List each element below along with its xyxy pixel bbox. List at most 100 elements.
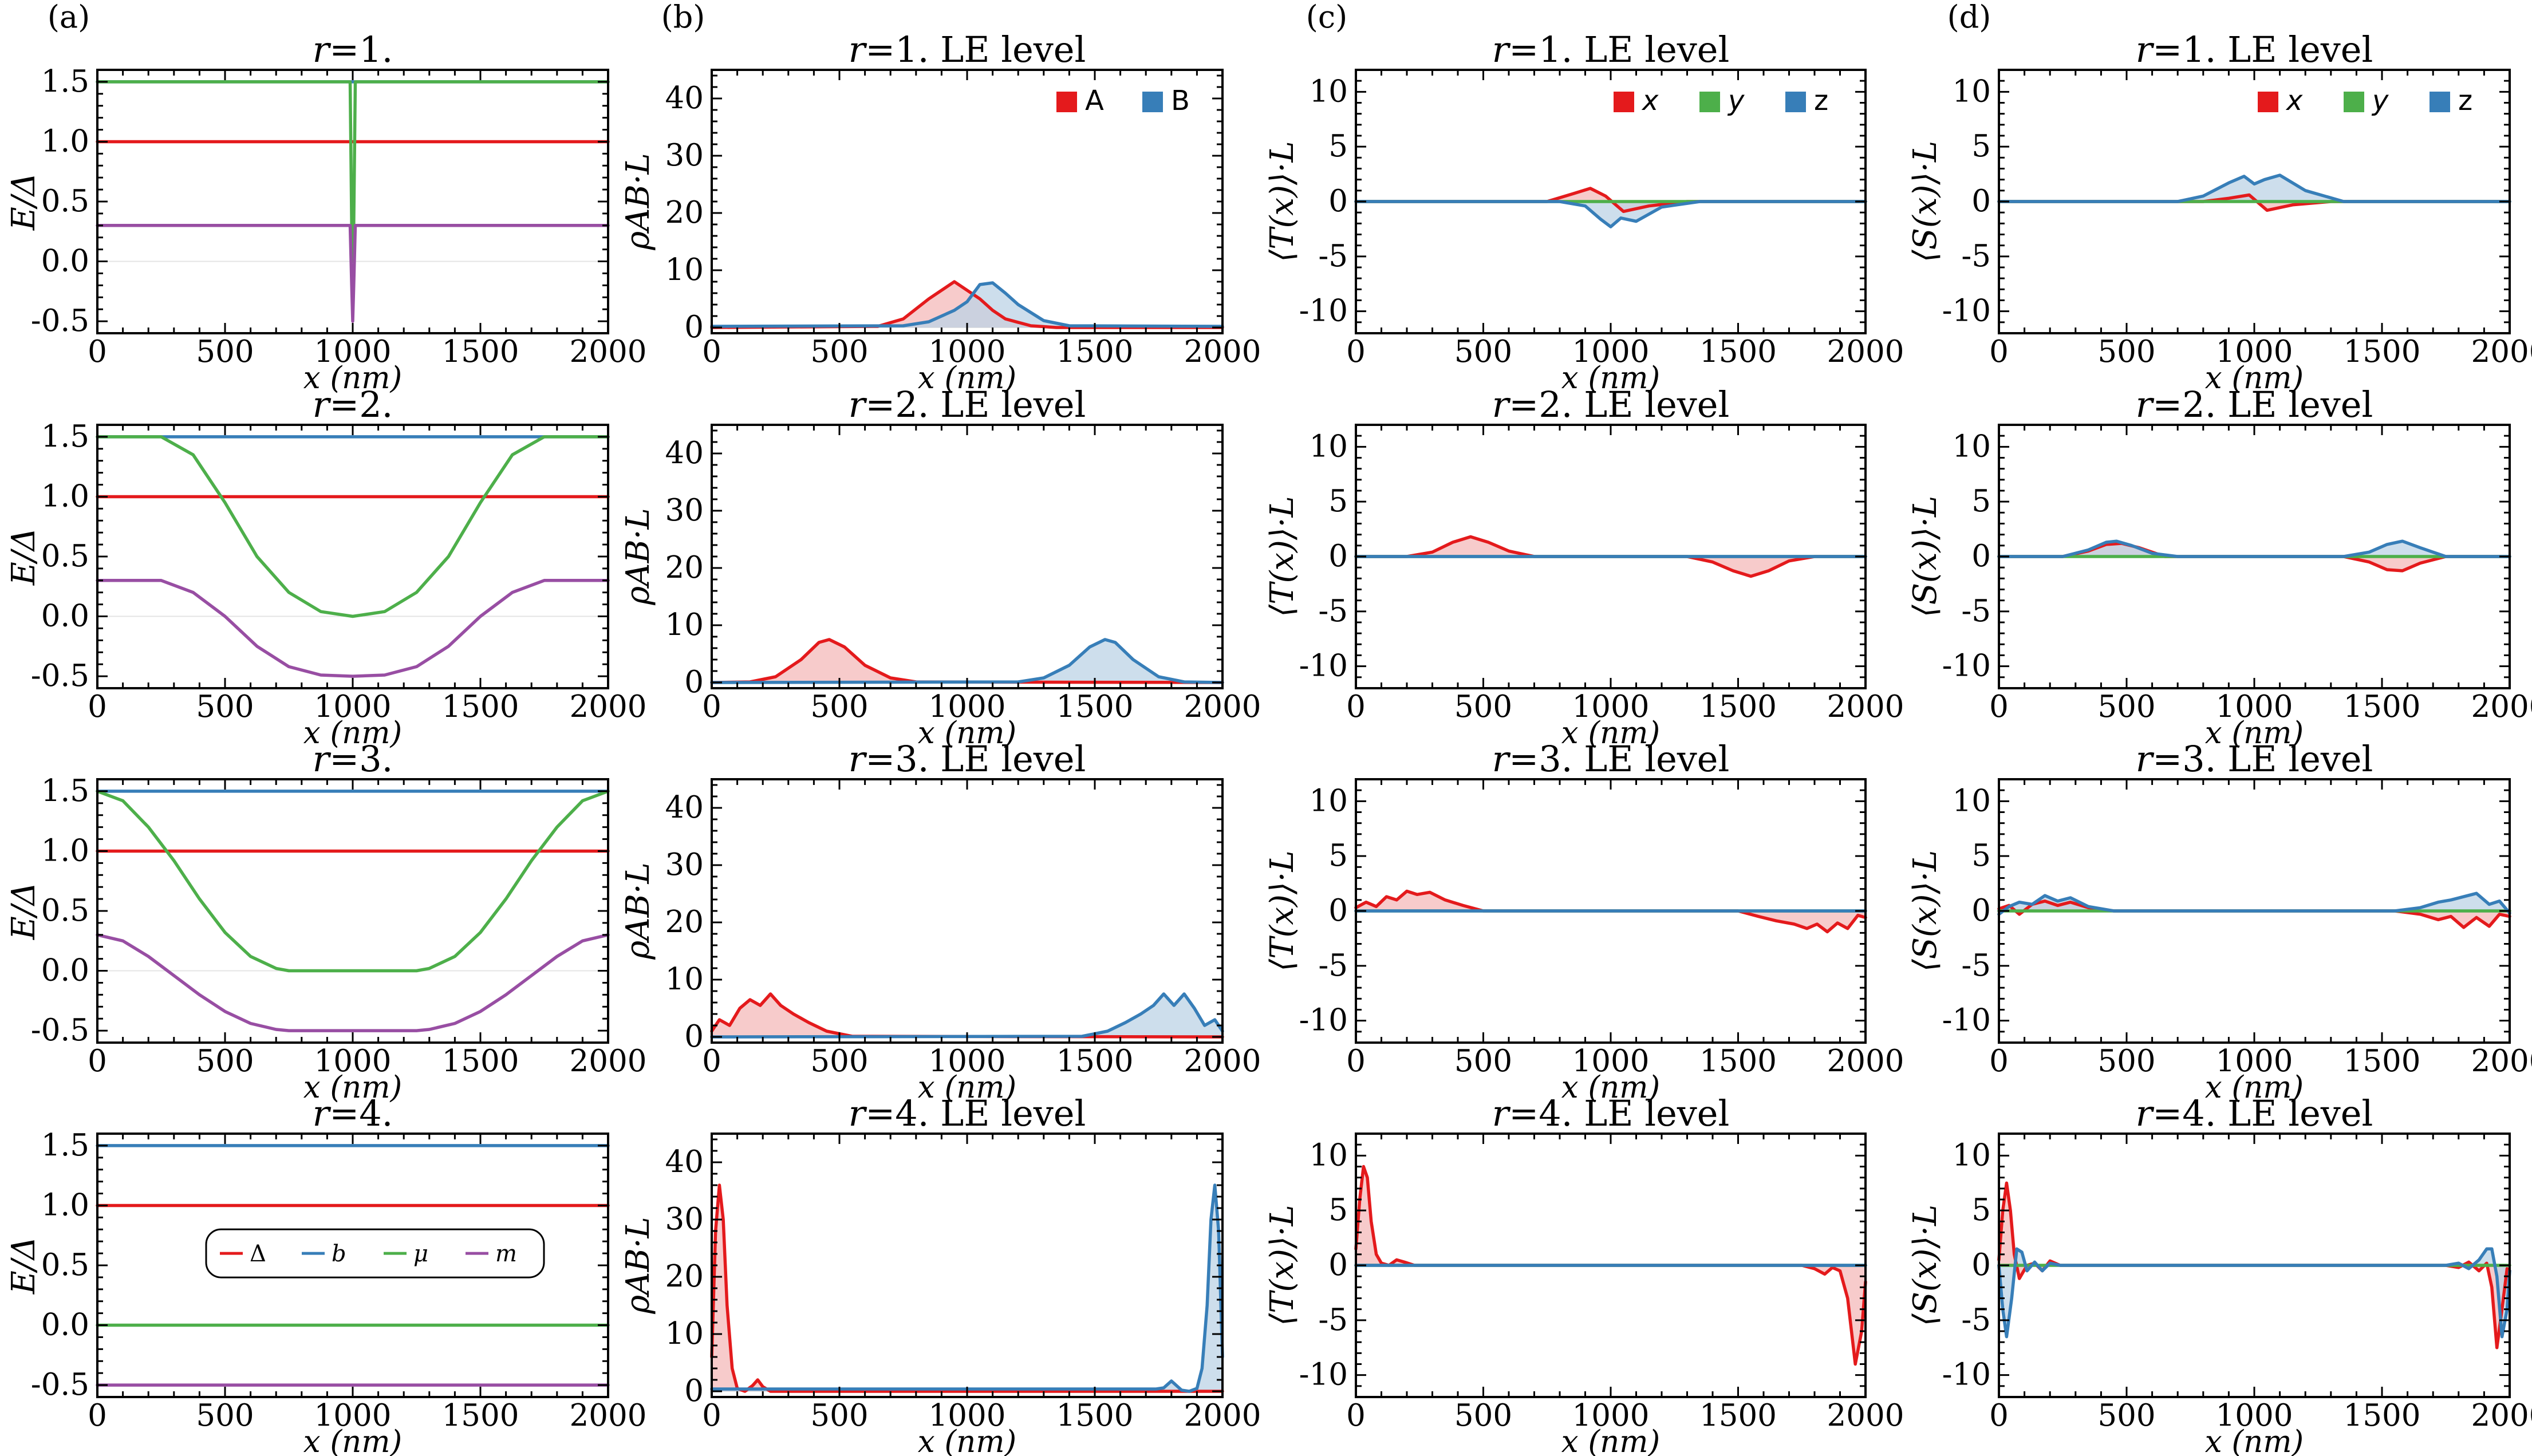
y-tick-label: 10 [665,252,704,287]
panel-a3: 0 500 1000 1500 2000 x (nm) -0.5 0.0 0.5 1.0 1.5 E/… [5,738,646,1105]
y-axis-label: ρAB·L [620,862,657,960]
x-tick-label: 1500 [442,689,519,724]
title-variable: r [2136,738,2155,780]
legend-label: μ [413,1241,428,1267]
y-tick-label: 20 [665,550,704,585]
y-axis-label: E/Δ [5,528,42,586]
x-tick-label: 1500 [2344,1044,2421,1079]
title-text: =1. LE level [865,29,1086,70]
title-text: =4. LE level [1509,1092,1729,1134]
x-axis-label: x (nm) [1561,361,1660,396]
y-tick-label: 5 [1971,129,1991,164]
y-tick-label: 0.0 [41,1308,89,1343]
x-tick-label: 0 [702,1044,721,1079]
y-tick-label: 0.0 [41,244,89,279]
title-variable: r [849,738,867,780]
series-line-blue [710,992,1224,1039]
x-axis-label: x (nm) [2205,361,2304,396]
y-tick-label: 20 [665,905,704,940]
y-tick-label: -0.5 [31,658,89,693]
panel-c1: 0 500 1000 1500 2000 x (nm) -10 -5 0 5 10 ⟨T(x)⟩·L r… [1264,29,1904,396]
legend-swatch-green [2344,92,2364,112]
x-tick-label: 0 [1989,1398,2009,1433]
panel-title: r=4. LE level [849,1092,1086,1134]
y-tick-label: 40 [665,81,704,116]
plot-area [97,425,608,688]
y-tick-label: 0 [684,1019,704,1054]
y-axis-label: ⟨T(x)⟩·L [1264,1205,1301,1325]
y-tick-label: 1.0 [41,1187,89,1222]
series-line-green [96,790,610,973]
x-tick-label: 2000 [1184,1398,1261,1433]
y-tick-label: 40 [665,436,704,471]
panel-d1: 0 500 1000 1500 2000 x (nm) -10 -5 0 5 10 ⟨S(x)⟩·L r… [1907,29,2532,396]
x-tick-label: 1000 [1572,334,1650,369]
series-line-blue [1997,1247,2511,1339]
x-tick-label: 1000 [929,334,1006,369]
x-axis-label: x (nm) [1561,716,1660,751]
y-tick-label: 5 [1328,838,1348,873]
x-tick-label: 1500 [2344,334,2421,369]
y-tick-label: -5 [1318,239,1348,274]
y-axis-label: ⟨T(x)⟩·L [1264,141,1301,262]
y-tick-label: 10 [1310,74,1348,109]
y-tick-label: 1.5 [41,64,89,99]
x-tick-label: 2000 [2471,1398,2532,1433]
panel-a4: 0 500 1000 1500 2000 x (nm) -0.5 0.0 0.5 1.0 1.5 E/… [5,1092,646,1456]
x-tick-label: 0 [88,1044,107,1079]
x-tick-label: 0 [88,1398,107,1433]
x-tick-label: 1000 [314,689,392,724]
series-line-purple [96,224,610,323]
y-tick-label: 0 [1971,184,1991,219]
x-tick-label: 2000 [1184,334,1261,369]
panel-title: r=2. LE level [849,384,1086,425]
y-tick-label: -10 [1299,649,1348,684]
x-tick-label: 1000 [314,1044,392,1079]
y-tick-label: 30 [665,138,704,173]
title-text: =1. LE level [2152,29,2373,70]
title-variable: r [849,1092,867,1134]
y-tick-label: -10 [1299,294,1348,329]
y-tick-label: 0 [684,665,704,700]
title-text: =4. LE level [865,1092,1086,1134]
x-tick-label: 2000 [1827,1398,1904,1433]
x-tick-label: 1500 [1699,1044,1777,1079]
y-tick-label: 10 [665,607,704,642]
y-tick-label: 0 [1971,1248,1991,1283]
y-tick-label: 5 [1328,129,1348,164]
y-tick-label: 40 [665,1145,704,1179]
y-tick-label: -0.5 [31,1013,89,1048]
y-tick-label: 10 [1953,429,1991,464]
title-variable: r [849,29,867,70]
x-tick-label: 1500 [1699,334,1777,369]
title-variable: r [313,384,332,425]
y-tick-label: 0 [1328,539,1348,574]
x-tick-label: 1500 [1699,1398,1777,1433]
legend-swatch-red [1614,92,1634,112]
x-tick-label: 2000 [2471,1044,2532,1079]
x-tick-label: 2000 [570,689,647,724]
panel-title: r=3. LE level [849,738,1086,780]
legend-swatch-green [1699,92,1720,112]
x-tick-label: 500 [810,1398,868,1433]
y-tick-label: 0 [684,1374,704,1408]
title-text: =3. [329,738,393,780]
title-variable: r [2136,29,2155,70]
panel-title: r=3. LE level [1492,738,1730,780]
x-axis-label: x (nm) [918,361,1016,396]
title-text: =1. [329,29,393,70]
series-fill-red [712,640,1222,682]
y-tick-label: 5 [1971,484,1991,519]
x-axis-label: x (nm) [1561,1070,1660,1105]
x-tick-label: 500 [2097,689,2155,724]
x-tick-label: 1500 [1699,689,1777,724]
y-tick-label: 1.5 [41,774,89,808]
title-text: =2. LE level [1509,384,1729,425]
panel-b4: 0 500 1000 1500 2000 x (nm) 0 10 20 30 40 ρAB·L r=4.… [620,1092,1261,1456]
y-tick-label: 20 [665,195,704,230]
legend-label: b [332,1241,346,1267]
title-variable: r [2136,384,2155,425]
y-tick-label: -10 [1942,294,1991,329]
title-variable: r [313,29,332,70]
